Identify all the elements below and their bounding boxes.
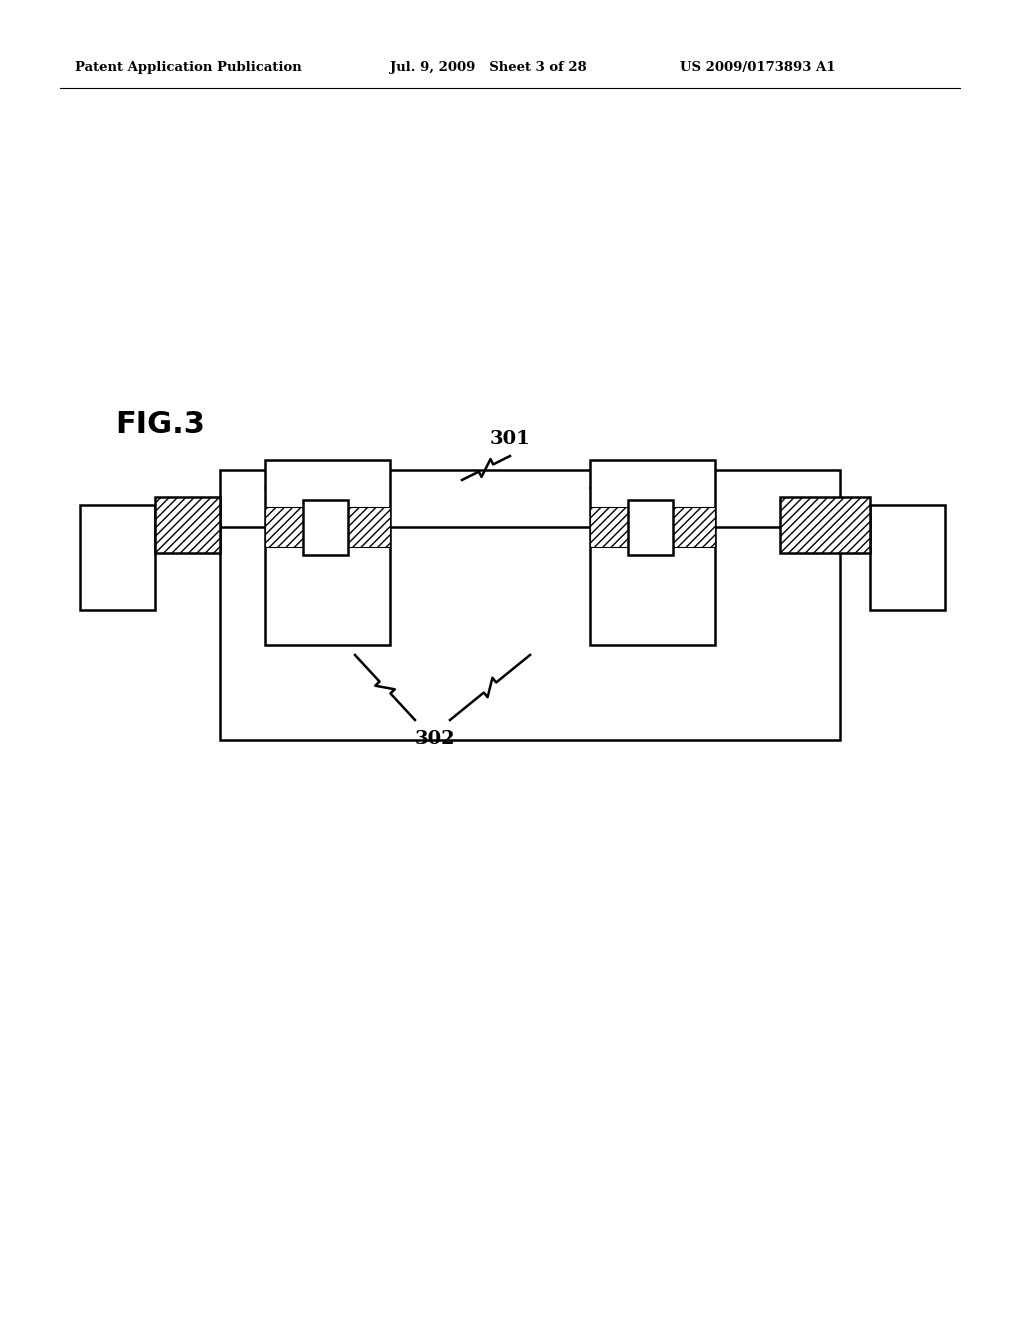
Text: Jul. 9, 2009   Sheet 3 of 28: Jul. 9, 2009 Sheet 3 of 28 [390, 62, 587, 74]
Bar [80, 506, 155, 610]
Bar [265, 507, 390, 546]
Text: FIG.3: FIG.3 [115, 411, 205, 440]
Text: 302: 302 [415, 730, 456, 748]
Bar [590, 459, 715, 645]
Bar [220, 470, 840, 741]
Bar [265, 459, 390, 645]
Text: US 2009/0173893 A1: US 2009/0173893 A1 [680, 62, 836, 74]
Bar [303, 500, 348, 554]
Bar [780, 498, 870, 553]
Bar [870, 506, 945, 610]
Text: 301: 301 [489, 430, 530, 447]
Text: Patent Application Publication: Patent Application Publication [75, 62, 302, 74]
Bar [155, 498, 220, 553]
Bar [590, 507, 715, 546]
Bar [628, 500, 673, 554]
